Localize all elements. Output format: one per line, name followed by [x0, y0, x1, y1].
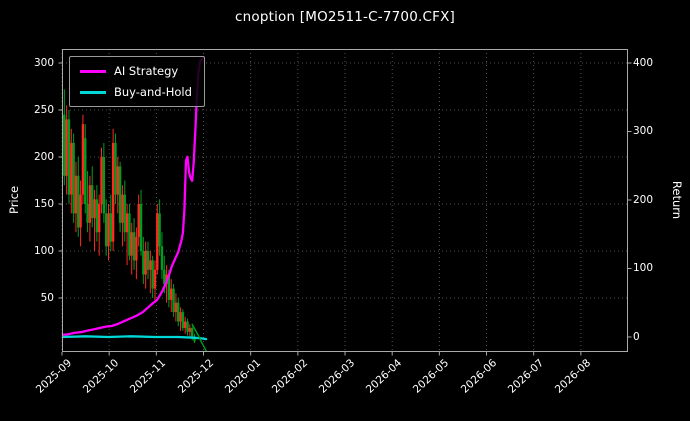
- candlestick-series: [62, 89, 196, 344]
- legend-item-buy-and-hold: Buy-and-Hold: [80, 85, 192, 99]
- chart-title: cnoption [MO2511-C-7700.CFX]: [235, 9, 455, 25]
- legend: AI Strategy Buy-and-Hold: [69, 56, 205, 107]
- price-tick-label: 150: [33, 197, 54, 210]
- price-tick-label: 300: [33, 56, 54, 69]
- buy-and-hold-line: [62, 335, 208, 341]
- legend-item-ai-strategy: AI Strategy: [80, 64, 192, 78]
- underlying-final-decline-line: [191, 323, 207, 352]
- buy-and-hold-line-swatch: [80, 90, 106, 94]
- return-tick-label: 200: [633, 193, 654, 206]
- tick-marks: [58, 62, 632, 356]
- return-tick-label: 400: [633, 56, 654, 69]
- legend-label-buy-and-hold: Buy-and-Hold: [114, 85, 192, 99]
- legend-label-ai-strategy: AI Strategy: [114, 64, 179, 78]
- price-tick-label: 50: [40, 291, 54, 304]
- return-tick-label: 0: [633, 330, 640, 343]
- plot-border: [62, 49, 628, 352]
- ai-strategy-line-swatch: [80, 69, 106, 73]
- ai-strategy-line: [62, 56, 205, 337]
- price-tick-label: 250: [33, 103, 54, 116]
- price-tick-label: 100: [33, 244, 54, 257]
- return-tick-label: 100: [633, 262, 654, 274]
- price-tick-label: 200: [33, 150, 54, 163]
- return-tick-label: 300: [633, 125, 654, 137]
